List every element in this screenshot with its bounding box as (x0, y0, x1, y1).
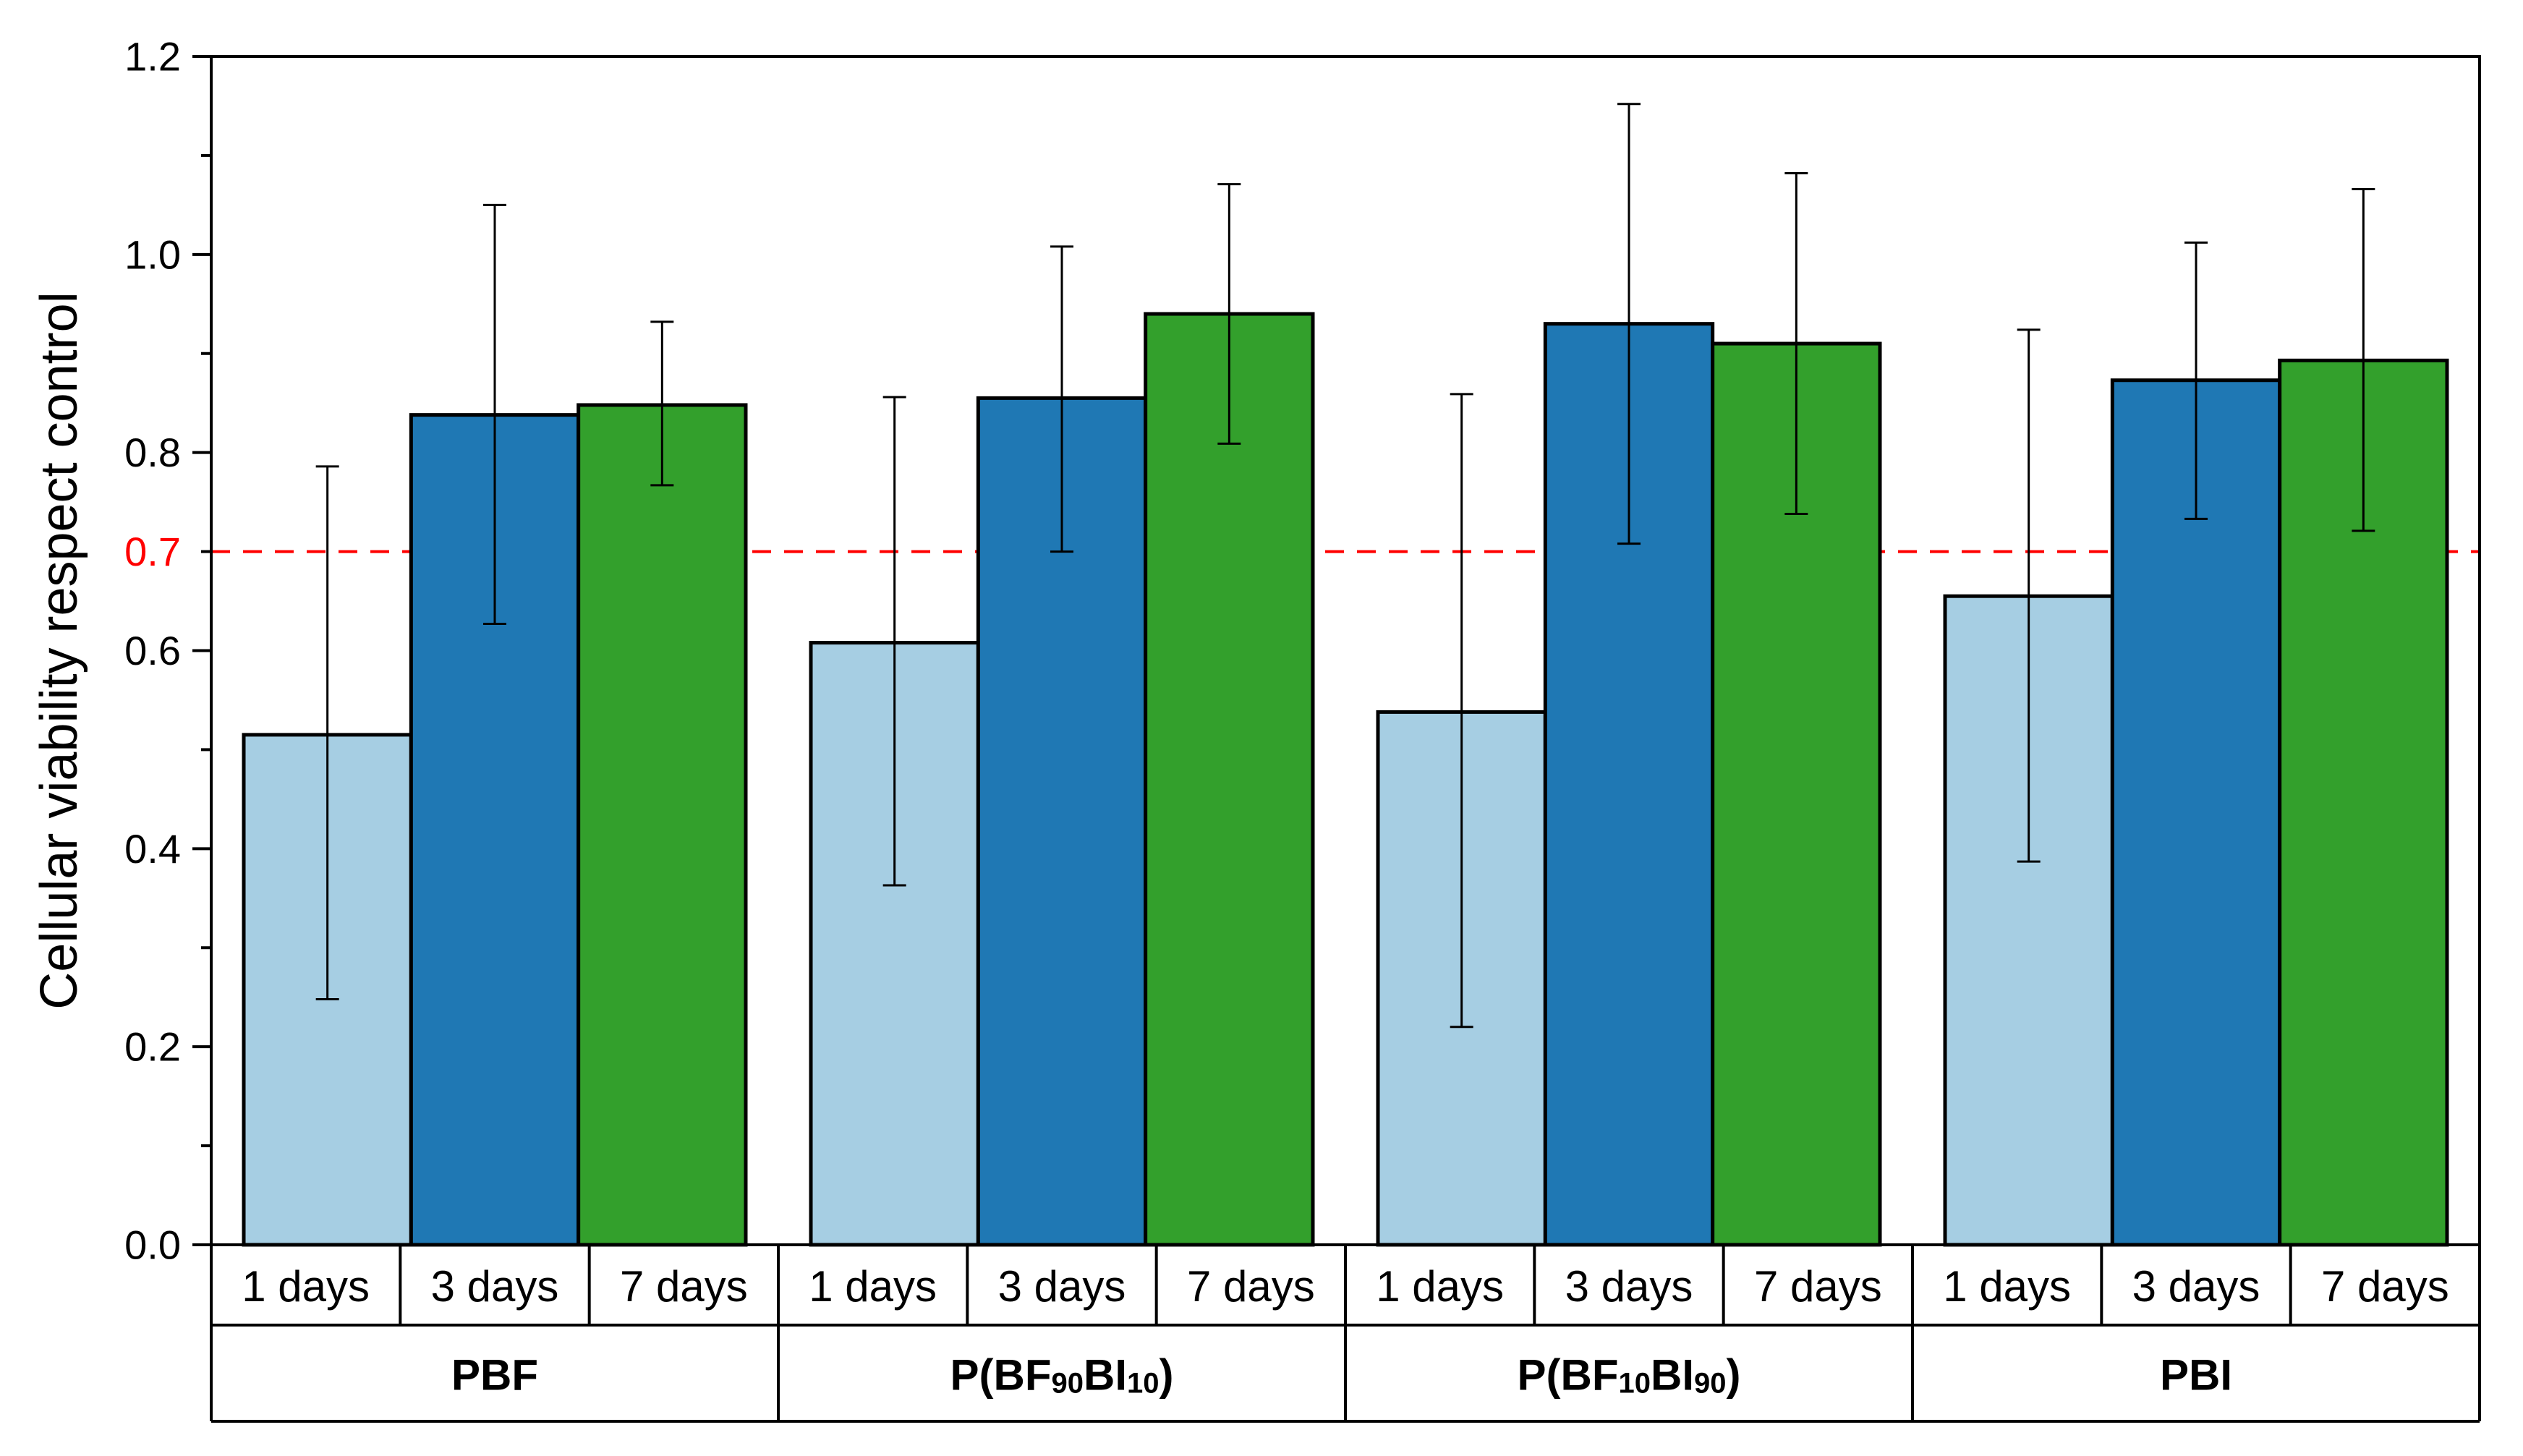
category-label: 3 days (998, 1262, 1126, 1311)
y-tick-label: 1.0 (124, 231, 181, 277)
bar-PBI-3-days (2110, 378, 2282, 1247)
group-label-subscript: 90 (1052, 1368, 1084, 1400)
group-label-subscript: 90 (1694, 1368, 1727, 1400)
category-label: 1 days (1943, 1262, 2071, 1311)
bar-P(BF90BI10)-7-days (1144, 312, 1315, 1247)
group-label-part: BI (1651, 1350, 1694, 1399)
y-axis-title: Cellular viability respect control (30, 291, 88, 1009)
group-label-part: PBF (451, 1350, 538, 1399)
group-label: PBF (451, 1350, 538, 1399)
group-label-part: P(BF (1518, 1350, 1619, 1399)
group-label: P(BF90BI10) (950, 1350, 1174, 1400)
axes-layer (192, 55, 211, 1246)
group-label-part: P(BF (950, 1350, 1052, 1399)
group-label: P(BF10BI90) (1518, 1350, 1741, 1400)
category-label: 1 days (242, 1262, 370, 1311)
bars-layer (242, 312, 2449, 1247)
reference-line-label: 0.7 (124, 529, 181, 574)
y-tick-label: 1.2 (124, 34, 181, 80)
group-label-part: PBI (2160, 1350, 2232, 1399)
y-tick-label: 0.8 (124, 430, 181, 475)
y-tick-label: 0.2 (124, 1024, 181, 1070)
text-layer: 0.0 0.2 0.4 0.6 0.8 1.0 1.2 0.7 1 days 3 days 7 da… (30, 34, 2449, 1400)
category-label: 1 days (809, 1262, 937, 1311)
group-label-part: ) (1727, 1350, 1741, 1399)
y-tick-label: 0.0 (124, 1222, 181, 1268)
group-label-part: ) (1160, 1350, 1174, 1399)
category-label: 3 days (1565, 1262, 1693, 1311)
category-table-layer (210, 1245, 2481, 1423)
group-label-part: BI (1084, 1350, 1127, 1399)
bar-PBF-7-days (576, 403, 748, 1247)
error-bars-layer (315, 103, 2375, 1029)
y-tick-label: 0.6 (124, 628, 181, 673)
category-label: 3 days (431, 1262, 559, 1311)
y-tick-label: 0.4 (124, 826, 181, 872)
category-label: 7 days (620, 1262, 748, 1311)
category-label: 7 days (2321, 1262, 2449, 1311)
category-label: 7 days (1187, 1262, 1315, 1311)
category-label: 1 days (1376, 1262, 1504, 1311)
group-label-subscript: 10 (1619, 1368, 1651, 1400)
group-label: PBI (2160, 1350, 2232, 1399)
group-label-subscript: 10 (1127, 1368, 1160, 1400)
category-label: 3 days (2132, 1262, 2260, 1311)
category-label: 7 days (1754, 1262, 1882, 1311)
